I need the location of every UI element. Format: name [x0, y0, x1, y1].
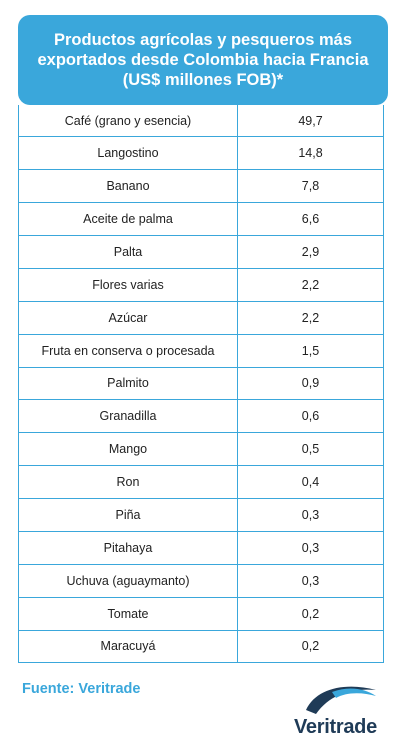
value-cell: 7,8: [237, 169, 383, 204]
table-row: Azúcar 2,2: [19, 300, 383, 335]
value-cell: 0,3: [237, 563, 383, 598]
product-cell: Flores varias: [19, 267, 238, 302]
value-cell: 2,9: [237, 234, 383, 269]
value-cell: 0,6: [237, 399, 383, 434]
product-cell: Café (grano y esencia): [19, 105, 238, 138]
veritrade-swoosh-icon: [306, 686, 376, 714]
value-cell: 14,8: [237, 136, 383, 171]
product-cell: Mango: [19, 432, 238, 467]
value-cell: 2,2: [237, 300, 383, 335]
table-row: Palmito 0,9: [19, 366, 383, 401]
product-cell: Piña: [19, 498, 238, 532]
value-cell: 0,5: [237, 432, 383, 467]
export-table-container: Café (grano y esencia) 49,7 Langostino 14,8…: [18, 105, 384, 663]
table-row: Fruta en conserva o procesada 1,5: [19, 333, 383, 368]
product-cell: Tomate: [19, 596, 238, 631]
table-row: Ron 0,4: [19, 465, 383, 500]
value-cell: 2,2: [237, 267, 383, 302]
product-cell: Ron: [19, 465, 238, 500]
table-body: Café (grano y esencia) 49,7 Langostino 14,8…: [19, 105, 383, 662]
value-cell: 1,5: [237, 333, 383, 368]
product-cell: Palta: [19, 234, 238, 269]
value-cell: 6,6: [237, 202, 383, 236]
table-row: Palta 2,9: [19, 234, 383, 269]
value-cell: 0,4: [237, 465, 383, 500]
table-row: Granadilla 0,6: [19, 399, 383, 434]
value-cell: 0,3: [237, 530, 383, 565]
product-cell: Pitahaya: [19, 530, 238, 565]
table-row: Café (grano y esencia) 49,7: [19, 105, 383, 138]
table-row: Banano 7,8: [19, 169, 383, 204]
table-row: Flores varias 2,2: [19, 267, 383, 302]
table-row: Maracuyá 0,2: [19, 629, 383, 662]
table-row: Mango 0,5: [19, 432, 383, 467]
product-cell: Azúcar: [19, 300, 238, 335]
value-cell: 0,2: [237, 629, 383, 662]
product-cell: Banano: [19, 169, 238, 204]
table-title-banner: Productos agrícolas y pesqueros más expo…: [18, 15, 388, 105]
table-title: Productos agrícolas y pesqueros más expo…: [37, 31, 369, 89]
table-row: Uchuva (aguaymanto) 0,3: [19, 563, 383, 598]
logo-text: Veritrade: [294, 716, 377, 738]
veritrade-logo: Veritrade: [292, 680, 392, 742]
source-note: Fuente: Veritrade: [22, 681, 141, 697]
table-row: Pitahaya 0,3: [19, 530, 383, 565]
product-cell: Uchuva (aguaymanto): [19, 563, 238, 598]
table-row: Langostino 14,8: [19, 136, 383, 171]
product-cell: Granadilla: [19, 399, 238, 434]
value-cell: 0,2: [237, 596, 383, 631]
export-table: Café (grano y esencia) 49,7 Langostino 14,8…: [19, 105, 383, 662]
product-cell: Palmito: [19, 366, 238, 401]
product-cell: Aceite de palma: [19, 202, 238, 236]
product-cell: Fruta en conserva o procesada: [19, 333, 238, 368]
product-cell: Langostino: [19, 136, 238, 171]
product-cell: Maracuyá: [19, 629, 238, 662]
value-cell: 0,9: [237, 366, 383, 401]
table-row: Tomate 0,2: [19, 596, 383, 631]
table-row: Aceite de palma 6,6: [19, 202, 383, 236]
value-cell: 0,3: [237, 498, 383, 532]
value-cell: 49,7: [237, 105, 383, 138]
table-row: Piña 0,3: [19, 498, 383, 532]
